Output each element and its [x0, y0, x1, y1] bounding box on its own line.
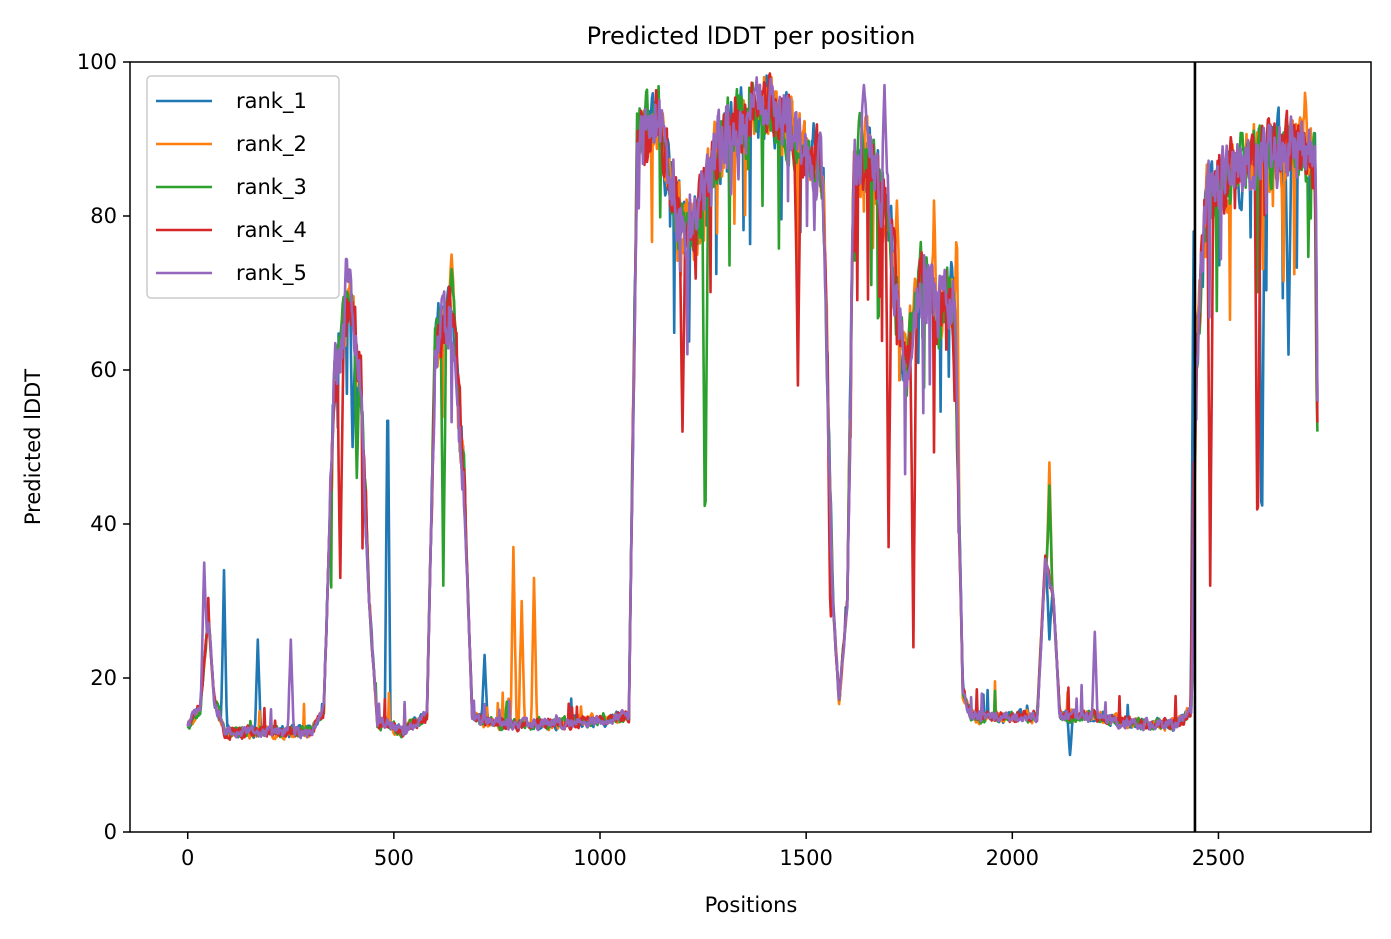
- y-axis: 0 20 40 60 80 100: [77, 50, 130, 844]
- x-tick-label: 2500: [1192, 846, 1245, 870]
- x-tick-label: 0: [181, 846, 194, 870]
- x-tick-label: 1000: [573, 846, 626, 870]
- y-tick-label: 20: [90, 666, 117, 690]
- x-tick-label: 500: [374, 846, 414, 870]
- legend-label-rank_3: rank_3: [236, 175, 307, 200]
- x-axis: 0 500 1000 1500 2000 2500: [181, 832, 1245, 870]
- legend-label-rank_5: rank_5: [236, 261, 307, 286]
- x-tick-label: 1500: [779, 846, 832, 870]
- legend-label-rank_4: rank_4: [236, 218, 307, 243]
- x-axis-label: Positions: [705, 893, 798, 917]
- legend-box: [146, 75, 340, 299]
- y-tick-label: 80: [90, 204, 117, 228]
- y-tick-label: 100: [77, 50, 117, 74]
- y-tick-label: 40: [90, 512, 117, 536]
- y-axis-label: Predicted lDDT: [21, 369, 45, 525]
- series-line-rank_5: [186, 76, 1319, 740]
- legend: rank_1 rank_2 rank_3 rank_4 rank_5: [146, 75, 340, 299]
- plot-frame: [129, 61, 1372, 833]
- x-tick-label: 2000: [986, 846, 1039, 870]
- y-tick-label: 0: [104, 820, 117, 844]
- plot-area: [186, 62, 1319, 832]
- chart-title: Predicted lDDT per position: [587, 22, 916, 50]
- legend-label-rank_1: rank_1: [236, 89, 307, 114]
- legend-label-rank_2: rank_2: [236, 132, 307, 157]
- y-tick-label: 60: [90, 358, 117, 382]
